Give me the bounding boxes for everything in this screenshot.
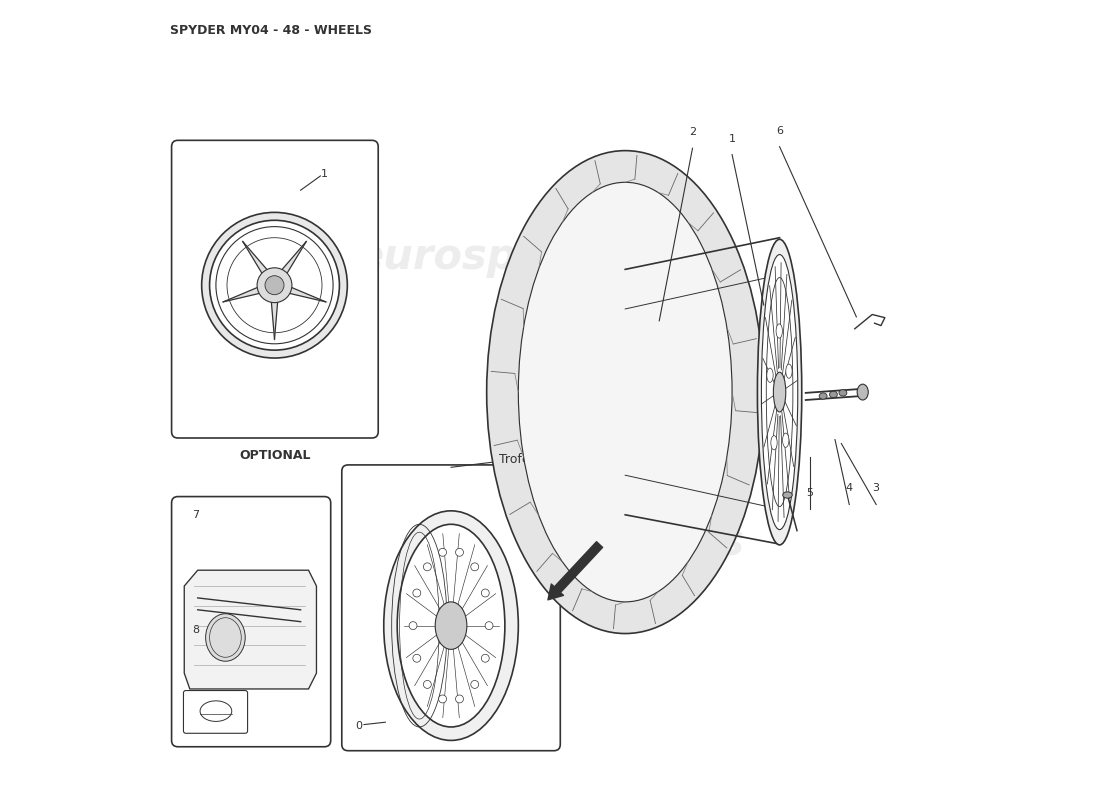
Text: 2: 2 xyxy=(689,127,696,137)
Polygon shape xyxy=(185,570,317,689)
Ellipse shape xyxy=(777,324,782,338)
Ellipse shape xyxy=(455,695,463,703)
Ellipse shape xyxy=(471,563,478,570)
Ellipse shape xyxy=(397,524,505,727)
Ellipse shape xyxy=(257,268,292,302)
Ellipse shape xyxy=(439,548,447,556)
Ellipse shape xyxy=(482,589,490,597)
Text: 5: 5 xyxy=(806,488,813,498)
Ellipse shape xyxy=(265,276,284,294)
FancyBboxPatch shape xyxy=(184,690,248,734)
Ellipse shape xyxy=(201,212,348,358)
Text: SPYDER MY04 - 48 - WHEELS: SPYDER MY04 - 48 - WHEELS xyxy=(170,24,372,37)
FancyBboxPatch shape xyxy=(172,497,331,746)
Ellipse shape xyxy=(773,372,785,412)
Ellipse shape xyxy=(482,654,490,662)
Ellipse shape xyxy=(409,622,417,630)
Ellipse shape xyxy=(412,589,421,597)
FancyBboxPatch shape xyxy=(172,140,378,438)
Text: 4: 4 xyxy=(846,483,852,494)
Ellipse shape xyxy=(384,511,518,741)
Ellipse shape xyxy=(771,436,778,450)
Text: 1: 1 xyxy=(728,134,736,143)
Ellipse shape xyxy=(471,681,478,688)
Text: eurospares: eurospares xyxy=(355,237,618,278)
Ellipse shape xyxy=(857,384,868,400)
Ellipse shape xyxy=(829,391,837,398)
Ellipse shape xyxy=(785,364,792,378)
Ellipse shape xyxy=(486,150,763,634)
Ellipse shape xyxy=(518,182,733,602)
Polygon shape xyxy=(221,287,260,303)
Ellipse shape xyxy=(782,433,789,447)
Text: Trofeo Wheel: Trofeo Wheel xyxy=(498,453,580,466)
Ellipse shape xyxy=(767,368,773,382)
Text: 1: 1 xyxy=(321,170,328,179)
Ellipse shape xyxy=(439,695,447,703)
Ellipse shape xyxy=(206,614,245,662)
Text: 0: 0 xyxy=(355,721,362,731)
Ellipse shape xyxy=(424,681,431,688)
Ellipse shape xyxy=(783,492,792,498)
Ellipse shape xyxy=(485,622,493,630)
Text: OPTIONAL: OPTIONAL xyxy=(239,449,310,462)
Ellipse shape xyxy=(761,254,798,530)
Polygon shape xyxy=(282,239,308,273)
Ellipse shape xyxy=(455,548,463,556)
Ellipse shape xyxy=(758,239,802,545)
Ellipse shape xyxy=(839,390,847,396)
Ellipse shape xyxy=(412,654,421,662)
Text: eurospares: eurospares xyxy=(482,522,745,563)
FancyBboxPatch shape xyxy=(342,465,560,750)
Polygon shape xyxy=(289,287,328,303)
Polygon shape xyxy=(272,302,277,342)
Ellipse shape xyxy=(820,393,827,399)
Polygon shape xyxy=(241,239,267,273)
FancyArrowPatch shape xyxy=(548,542,603,600)
Ellipse shape xyxy=(436,602,466,650)
Ellipse shape xyxy=(210,220,340,350)
Text: 8: 8 xyxy=(191,625,199,634)
Text: 7: 7 xyxy=(191,510,199,520)
Text: 3: 3 xyxy=(872,483,880,494)
Ellipse shape xyxy=(424,563,431,570)
Text: 6: 6 xyxy=(777,126,783,135)
